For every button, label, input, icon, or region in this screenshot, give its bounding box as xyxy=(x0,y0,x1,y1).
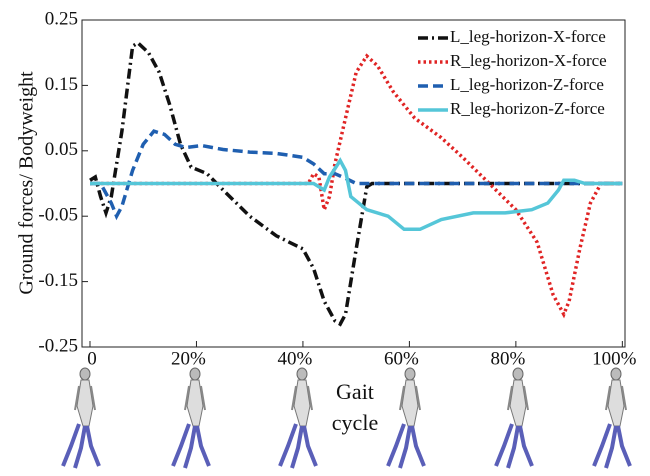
annotation: Gait xyxy=(336,379,374,404)
annotation: cycle xyxy=(332,410,378,435)
x-tick-label: 80% xyxy=(490,348,525,369)
y-tick-label: 0.15 xyxy=(45,74,78,95)
series-line xyxy=(90,129,623,221)
series-line xyxy=(89,40,623,327)
series-line xyxy=(90,157,623,232)
legend-label: R_leg-horizon-X-force xyxy=(450,51,607,70)
y-axis-label: Ground forces/ Bodyweight xyxy=(16,71,38,295)
x-tick-label: 60% xyxy=(384,348,419,369)
legend-label: L_leg-horizon-X-force xyxy=(450,27,606,46)
y-tick-label: -0.25 xyxy=(38,335,78,356)
y-tick-label: -0.15 xyxy=(38,270,78,291)
x-tick-label: 100% xyxy=(592,348,637,369)
x-tick-label: 40% xyxy=(278,348,313,369)
legend-label: L_leg-horizon-Z-force xyxy=(450,75,604,94)
x-tick-label: 0 xyxy=(87,348,97,369)
series-line xyxy=(90,53,623,319)
y-tick-label: 0.05 xyxy=(45,139,78,160)
plot-frame xyxy=(81,19,626,348)
y-tick-label: -0.05 xyxy=(38,205,78,226)
legend-label: R_leg-horizon-Z-force xyxy=(450,99,605,118)
x-tick-label: 20% xyxy=(171,348,206,369)
y-tick-label: 0.25 xyxy=(45,8,78,29)
